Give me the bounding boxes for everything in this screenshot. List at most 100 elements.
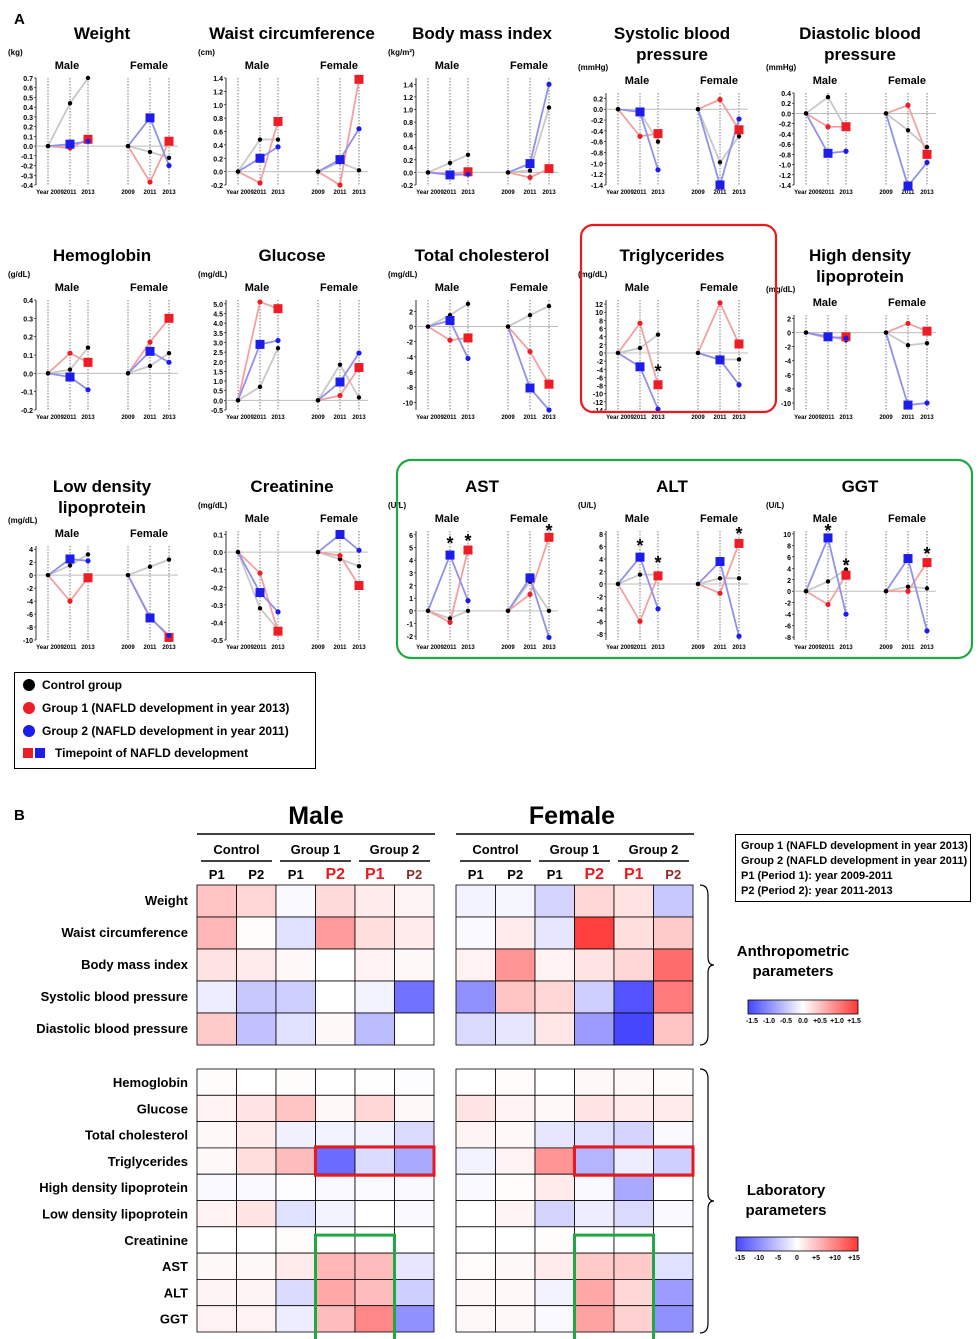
- ytick-2: 0.4: [403, 145, 413, 152]
- anthro-row-label: Diastolic blood pressure: [36, 1021, 188, 1036]
- xtick-14: Year 2009: [794, 645, 822, 651]
- female-lab-cell: [574, 1121, 615, 1149]
- female-control-point-14: [905, 584, 911, 589]
- female-g2-point-11: [356, 547, 362, 553]
- male-lab-cell: [315, 1226, 356, 1254]
- legend-group1-label: Group 1 (NAFLD development in year 2013): [42, 701, 290, 715]
- male-lab-cell: [196, 1068, 237, 1096]
- ytick-5: 0.0: [23, 371, 33, 378]
- ytick-6: 5.0: [213, 302, 223, 309]
- ytick-8: -4: [597, 367, 603, 374]
- anthro-color-scale-tick: -0.5: [780, 1018, 792, 1025]
- male-g2-point-3: [655, 167, 661, 173]
- ytick-14: 6: [787, 555, 791, 562]
- male-lab-cell: [196, 1200, 237, 1228]
- male-baseline-point-4: [803, 111, 809, 116]
- male-control-point-2: [447, 160, 453, 166]
- female-label-12: Female: [510, 513, 548, 525]
- female-lab-cell: [495, 1121, 536, 1149]
- lab-color-scale-tick: 0: [795, 1255, 799, 1262]
- female-g2-point-1: [356, 126, 362, 132]
- ytick-10: -2: [27, 586, 33, 593]
- unit-label-10: (mg/dL): [8, 516, 38, 525]
- period-header-0-0: P1: [209, 867, 225, 882]
- group-header-0-2: Group 2: [370, 842, 420, 857]
- ytick-9: -8: [785, 387, 791, 394]
- legend-b-line-2: Group 2 (NAFLD development in year 2011): [741, 855, 968, 867]
- xtick-9: Year 2009: [794, 415, 822, 421]
- ytick-0: 0.4: [23, 105, 33, 112]
- unit-label-4: (mmHg): [766, 63, 797, 72]
- ytick-11: -0.1: [211, 568, 223, 575]
- ytick-12: 3: [409, 571, 413, 578]
- unit-label-8: (mg/dL): [578, 270, 608, 279]
- ytick-6: 0.5: [213, 389, 223, 396]
- ytick-10: -8: [27, 625, 33, 632]
- lab-row-label: Creatinine: [124, 1233, 188, 1248]
- male-lab-cell: [236, 1200, 277, 1228]
- ytick-11: -0.5: [211, 638, 223, 645]
- female-lab-cell: [613, 1226, 654, 1254]
- female-lab-cell: [455, 1252, 496, 1280]
- male-anthro-cell: [315, 948, 356, 982]
- ytick-9: -10: [781, 401, 791, 408]
- ytick-7: 0: [409, 325, 413, 332]
- female-lab-cell: [574, 1173, 615, 1201]
- female-g2-line-13: [697, 559, 740, 637]
- lab-row-label: ALT: [164, 1285, 188, 1300]
- ytick-9: 2: [787, 317, 791, 324]
- xtick-13: 2009: [691, 645, 705, 651]
- ytick-12: 5: [409, 545, 413, 552]
- xtick-2: Year 2009: [416, 190, 444, 196]
- female-lab-cell: [455, 1279, 496, 1307]
- ytick-4: 0.2: [781, 101, 791, 108]
- female-lab-cell: [653, 1279, 694, 1307]
- anthro-color-scale-tick: -1.5: [746, 1018, 758, 1025]
- male-lab-cell: [354, 1147, 395, 1175]
- ytick-10: -10: [23, 638, 33, 645]
- lab-row-label: Glucose: [137, 1101, 188, 1116]
- male-g2-line-12: [427, 552, 469, 612]
- female-anthro-cell: [574, 948, 615, 982]
- female-lab-cell: [613, 1068, 654, 1096]
- ytick-0: -0.3: [21, 173, 33, 180]
- male-g1-dev-marker-5: [83, 357, 93, 367]
- male-g2-dev-marker-3: [635, 107, 645, 117]
- xtick-2: 2013: [542, 190, 556, 196]
- ytick-0: 0.1: [23, 134, 33, 141]
- male-lab-cell: [315, 1147, 356, 1175]
- male-lab-cell: [315, 1173, 356, 1201]
- female-baseline-point-5: [125, 371, 131, 376]
- female-anthro-cell: [613, 1012, 654, 1046]
- red-square-icon: [23, 748, 33, 758]
- male-baseline-point-0: [45, 143, 51, 149]
- male-g2-dev-marker-5: [65, 372, 75, 382]
- xtick-7: Year 2009: [416, 415, 444, 421]
- xtick-4: 2011: [901, 190, 915, 196]
- male-anthro-cell: [196, 948, 237, 982]
- ytick-1: -0.2: [211, 183, 223, 190]
- female-g2-dev-marker-1: [335, 155, 345, 165]
- female-lab-cell: [495, 1173, 536, 1201]
- male-lab-cell: [394, 1226, 435, 1254]
- female-label-7: Female: [510, 282, 548, 294]
- xtick-3: 2011: [633, 190, 647, 196]
- female-g1-point-11: [337, 553, 343, 559]
- xtick-10: 2013: [162, 645, 176, 651]
- male-control-point-1: [275, 137, 281, 142]
- male-g2-point-7: [465, 355, 471, 362]
- male-g1-point-6: [257, 299, 263, 305]
- female-g1-point-14: [905, 588, 911, 594]
- female-baseline-point-8: [695, 350, 701, 356]
- male-lab-cell: [275, 1094, 316, 1123]
- female-anthro-cell: [613, 916, 654, 950]
- xtick-1: 2011: [333, 190, 347, 196]
- male-label-2: Male: [435, 60, 459, 72]
- ytick-2: 0.2: [403, 158, 413, 165]
- liver-enzymes-highlight-box: [395, 458, 974, 660]
- ytick-12: 0: [409, 609, 413, 616]
- xtick-10: Year 2009: [36, 645, 64, 651]
- unit-label-5: (g/dL): [8, 270, 31, 279]
- legend-b-line-1: Group 1 (NAFLD development in year 2013): [741, 840, 968, 852]
- female-g2-point-10: [166, 632, 172, 639]
